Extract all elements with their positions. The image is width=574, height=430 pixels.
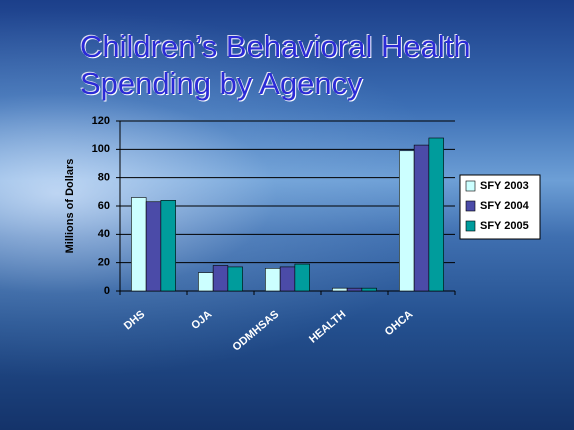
bar	[362, 288, 377, 291]
bar	[295, 264, 310, 291]
bar	[131, 198, 146, 292]
y-tick-label: 40	[98, 228, 110, 240]
bar	[347, 288, 362, 291]
bar	[280, 267, 295, 291]
x-tick-label: OHCA	[383, 308, 416, 338]
bar	[146, 202, 161, 291]
y-tick-label: 20	[98, 257, 110, 269]
x-tick-label: DHS	[122, 308, 148, 332]
x-tick-label: OJA	[189, 308, 214, 332]
legend-label: SFY 2005	[480, 220, 529, 232]
legend-swatch	[466, 221, 475, 231]
x-tick-label: HEALTH	[307, 308, 348, 345]
legend-label: SFY 2004	[480, 200, 530, 212]
bar	[265, 268, 280, 291]
legend-label: SFY 2003	[480, 180, 529, 192]
bar	[228, 267, 243, 291]
y-tick-label: 60	[98, 200, 110, 212]
slide: Children’s Behavioral Health Spending by…	[0, 0, 574, 430]
chart: Millions of Dollars 0 20 40 60 80 100 120 DHS OJ…	[0, 0, 574, 430]
legend-swatch	[466, 181, 475, 191]
y-axis-label: Millions of Dollars	[64, 159, 76, 254]
bar	[161, 200, 176, 291]
bar	[332, 288, 347, 291]
bar	[198, 273, 213, 291]
legend-swatch	[466, 201, 475, 211]
y-tick-label: 120	[92, 115, 110, 127]
y-tick-label: 100	[92, 143, 110, 155]
bar	[429, 138, 444, 291]
y-tick-label: 80	[98, 172, 110, 184]
bar	[414, 145, 429, 291]
y-tick-label: 0	[104, 285, 110, 297]
bar	[213, 266, 228, 292]
x-tick-label: ODMHSAS	[231, 308, 282, 353]
bar	[399, 151, 414, 291]
